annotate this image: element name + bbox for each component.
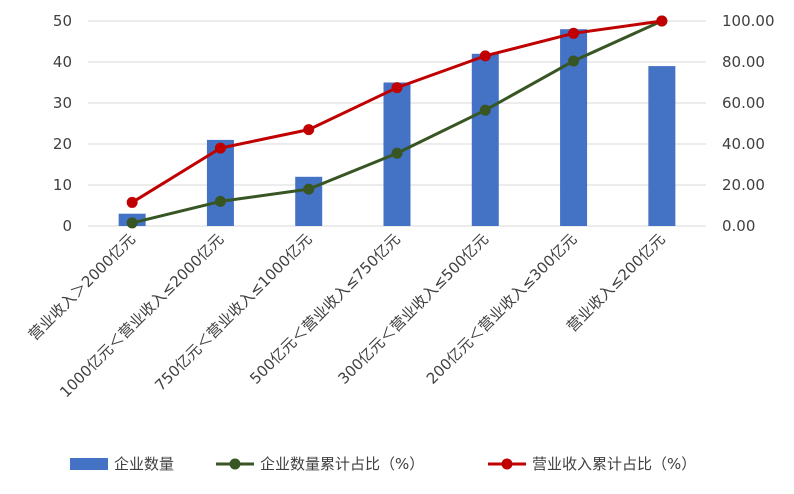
left-axis-tick-label: 50 [53, 12, 72, 30]
category-label: 1000亿元＜营业收入≤2000亿元 [56, 230, 227, 401]
line-series-1-point-0 [126, 196, 138, 208]
left-axis-tick-label: 10 [53, 176, 72, 194]
right-axis-tick-label: 40.00 [722, 135, 765, 153]
category-label: 200亿元＜营业收入≤300亿元 [423, 230, 581, 388]
left-y-axis: 0 10 20 30 40 50 [53, 12, 72, 235]
line-series-0-point-5 [568, 55, 580, 67]
line-series-1-point-4 [479, 50, 491, 62]
legend-swatch-marker [501, 458, 513, 470]
line-series-0-point-4 [479, 104, 491, 116]
left-axis-tick-label: 40 [53, 53, 72, 71]
category-axis-labels: 营业收入＞2000亿元1000亿元＜营业收入≤2000亿元750亿元＜营业收入≤… [25, 230, 669, 401]
line-series-1-point-3 [391, 82, 403, 94]
left-axis-tick-label: 0 [62, 217, 72, 235]
right-y-axis: 0.00 20.00 40.00 60.00 80.00 100.00 [722, 12, 775, 235]
line-series-1-point-2 [303, 124, 315, 136]
left-axis-tick-label: 20 [53, 135, 72, 153]
legend-label: 企业数量 [114, 455, 174, 473]
line-series-1-point-6 [656, 15, 668, 27]
line-series-0-point-2 [303, 183, 315, 195]
category-label: 500亿元＜营业收入≤750亿元 [246, 230, 404, 388]
bar-4 [471, 53, 499, 226]
category-label: 营业收入≤200亿元 [563, 230, 669, 336]
legend-label: 企业数量累计占比（%） [260, 455, 424, 473]
left-axis-tick-label: 30 [53, 94, 72, 112]
right-axis-tick-label: 0.00 [722, 217, 755, 235]
line-series [126, 15, 668, 229]
legend-swatch-marker [229, 458, 241, 470]
right-axis-tick-label: 80.00 [722, 53, 765, 71]
category-label: 300亿元＜营业收入≤500亿元 [335, 230, 493, 388]
line-series-0-point-3 [391, 147, 403, 159]
right-axis-tick-label: 100.00 [722, 12, 775, 30]
bar-series-enterprise-count [118, 29, 676, 227]
category-label: 750亿元＜营业收入≤1000亿元 [151, 230, 315, 394]
legend-label: 营业收入累计占比（%） [532, 455, 696, 473]
line-series-1-point-1 [214, 142, 226, 154]
legend: 企业数量 企业数量累计占比（%） 营业收入累计占比（%） [70, 455, 696, 473]
line-series-1-point-5 [568, 27, 580, 39]
legend-swatch-bar [70, 458, 108, 470]
line-series-0-point-0 [126, 217, 138, 229]
bar-6 [648, 66, 676, 226]
right-axis-tick-label: 60.00 [722, 94, 765, 112]
line-series-0-point-1 [214, 195, 226, 207]
right-axis-tick-label: 20.00 [722, 176, 765, 194]
